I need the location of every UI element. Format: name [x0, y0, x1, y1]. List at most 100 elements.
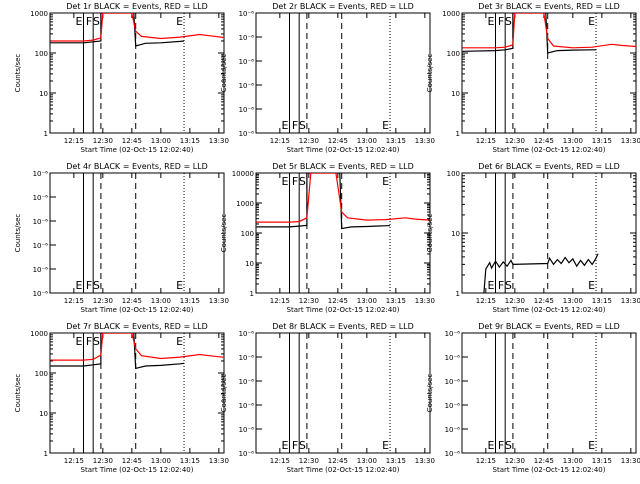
x-tick-label: 12:15 — [64, 297, 84, 305]
panel-det-2: Det 2r BLACK = Events, RED = LLD 10⁻⁶ 10⁻⁶… — [220, 2, 435, 154]
panel-title: Det 6r BLACK = Events, RED = LLD — [478, 162, 620, 171]
y-tick-label: 10 — [451, 90, 460, 98]
plot-frame — [49, 172, 225, 294]
event-marker-label: F — [292, 175, 298, 188]
x-tick-label: 12:30 — [505, 137, 525, 145]
x-tick-label: 12:30 — [93, 137, 113, 145]
event-marker-label: E — [588, 15, 595, 28]
plot-frame — [255, 332, 431, 454]
event-marker-label: E — [382, 119, 389, 132]
y-tick-label: 100 — [35, 370, 48, 378]
y-axis-title: Counts/sec — [220, 214, 228, 253]
x-tick-label: 13:00 — [357, 457, 377, 465]
y-tick-label: 1000 — [236, 200, 254, 208]
x-tick-label: 13:00 — [563, 297, 583, 305]
x-axis-title: Start Time (02-Oct-15 12:02:40) — [493, 306, 606, 314]
y-axis-title: Counts/sec — [220, 54, 228, 93]
series-line-lld — [50, 333, 224, 361]
y-tick-label: 100 — [35, 50, 48, 58]
y-tick-label: 10 — [451, 230, 460, 238]
plot-frame — [461, 12, 637, 134]
panel-det-5: Det 5r BLACK = Events, RED = LLD 1 10 100 10… — [220, 162, 435, 314]
event-marker-label: F — [86, 279, 92, 292]
x-tick-label: 13:15 — [180, 297, 200, 305]
y-axis-title: Counts/sec — [220, 374, 228, 413]
x-axis-title: Start Time (02-Oct-15 12:02:40) — [287, 146, 400, 154]
x-tick-label: 12:15 — [476, 457, 496, 465]
y-tick-label: 10⁻⁶ — [445, 426, 461, 434]
x-tick-label: 13:15 — [592, 137, 612, 145]
x-tick-label: 13:30 — [621, 137, 640, 145]
y-tick-label: 10⁻⁶ — [445, 402, 461, 410]
plot-area — [495, 333, 597, 453]
y-axis-title: Counts/sec — [426, 214, 434, 253]
x-tick-label: 12:45 — [122, 137, 142, 145]
y-tick-label: 1 — [456, 130, 460, 138]
y-tick-label: 10⁻⁶ — [33, 266, 49, 274]
x-tick-label: 12:30 — [93, 457, 113, 465]
y-tick-label: 10⁻⁶ — [33, 242, 49, 250]
y-tick-label: 10⁻⁶ — [239, 450, 255, 458]
event-marker-label: S — [299, 119, 306, 132]
y-tick-label: 10⁻⁶ — [239, 82, 255, 90]
x-axis-title: Start Time (02-Oct-15 12:02:40) — [81, 306, 194, 314]
panel-title: Det 3r BLACK = Events, RED = LLD — [478, 2, 620, 11]
x-tick-label: 12:30 — [505, 457, 525, 465]
panel-title: Det 2r BLACK = Events, RED = LLD — [272, 2, 414, 11]
y-axis-title: Counts/sec — [14, 374, 22, 413]
plot-area — [483, 173, 599, 293]
event-marker-label: E — [488, 15, 495, 28]
x-tick-label: 12:30 — [93, 297, 113, 305]
x-tick-label: 12:45 — [122, 297, 142, 305]
y-axis-title: Counts/sec — [426, 374, 434, 413]
panel-det-7: Det 7r BLACK = Events, RED = LLD 1 10 100 10… — [14, 322, 229, 474]
x-tick-label: 13:15 — [592, 297, 612, 305]
x-tick-label: 13:00 — [563, 457, 583, 465]
panel-det-6: Det 6r BLACK = Events, RED = LLD 1 10 100 Co… — [426, 162, 640, 314]
y-tick-label: 1000 — [30, 330, 48, 338]
series-line-events — [483, 253, 599, 293]
y-tick-label: 1000 — [442, 10, 460, 18]
series-line-events — [50, 13, 185, 47]
event-marker-label: S — [93, 335, 100, 348]
series-line-events — [50, 333, 185, 370]
y-tick-label: 1 — [456, 290, 460, 298]
y-tick-label: 10⁻⁶ — [239, 106, 255, 114]
event-marker-label: F — [498, 279, 504, 292]
panel-title: Det 4r BLACK = Events, RED = LLD — [66, 162, 208, 171]
y-tick-label: 10 — [39, 90, 48, 98]
event-marker-label: S — [93, 279, 100, 292]
y-tick-label: 10000 — [232, 170, 254, 178]
event-marker-label: E — [176, 335, 183, 348]
plot-area — [50, 333, 224, 453]
x-axis-title: Start Time (02-Oct-15 12:02:40) — [287, 466, 400, 474]
y-axis-title: Counts/sec — [14, 214, 22, 253]
plot-frame — [255, 172, 431, 294]
y-tick-label: 10⁻⁶ — [239, 354, 255, 362]
plot-area — [289, 333, 391, 453]
x-tick-label: 12:45 — [328, 137, 348, 145]
x-tick-label: 12:15 — [270, 297, 290, 305]
x-axis-title: Start Time (02-Oct-15 12:02:40) — [493, 466, 606, 474]
x-tick-label: 13:00 — [151, 137, 171, 145]
series-line-events — [256, 173, 390, 230]
event-marker-label: S — [93, 15, 100, 28]
panel-det-9: Det 9r BLACK = Events, RED = LLD 10⁻⁶ 10⁻⁶… — [426, 322, 640, 474]
event-marker-label: E — [176, 15, 183, 28]
event-marker-label: S — [505, 439, 512, 452]
x-tick-label: 13:15 — [180, 457, 200, 465]
x-tick-label: 12:30 — [299, 457, 319, 465]
x-axis-title: Start Time (02-Oct-15 12:02:40) — [287, 306, 400, 314]
event-marker-label: E — [488, 279, 495, 292]
y-tick-label: 10⁻⁶ — [33, 170, 49, 178]
event-marker-label: S — [505, 15, 512, 28]
plot-area — [50, 13, 224, 133]
plot-area — [256, 173, 430, 293]
plot-frame — [461, 172, 637, 294]
event-marker-label: F — [86, 335, 92, 348]
x-tick-label: 13:15 — [386, 297, 406, 305]
x-tick-label: 13:30 — [621, 457, 640, 465]
y-tick-label: 10⁻⁶ — [239, 378, 255, 386]
event-marker-label: E — [76, 335, 83, 348]
